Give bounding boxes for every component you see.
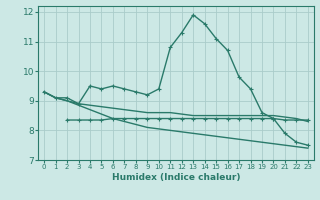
X-axis label: Humidex (Indice chaleur): Humidex (Indice chaleur) <box>112 173 240 182</box>
